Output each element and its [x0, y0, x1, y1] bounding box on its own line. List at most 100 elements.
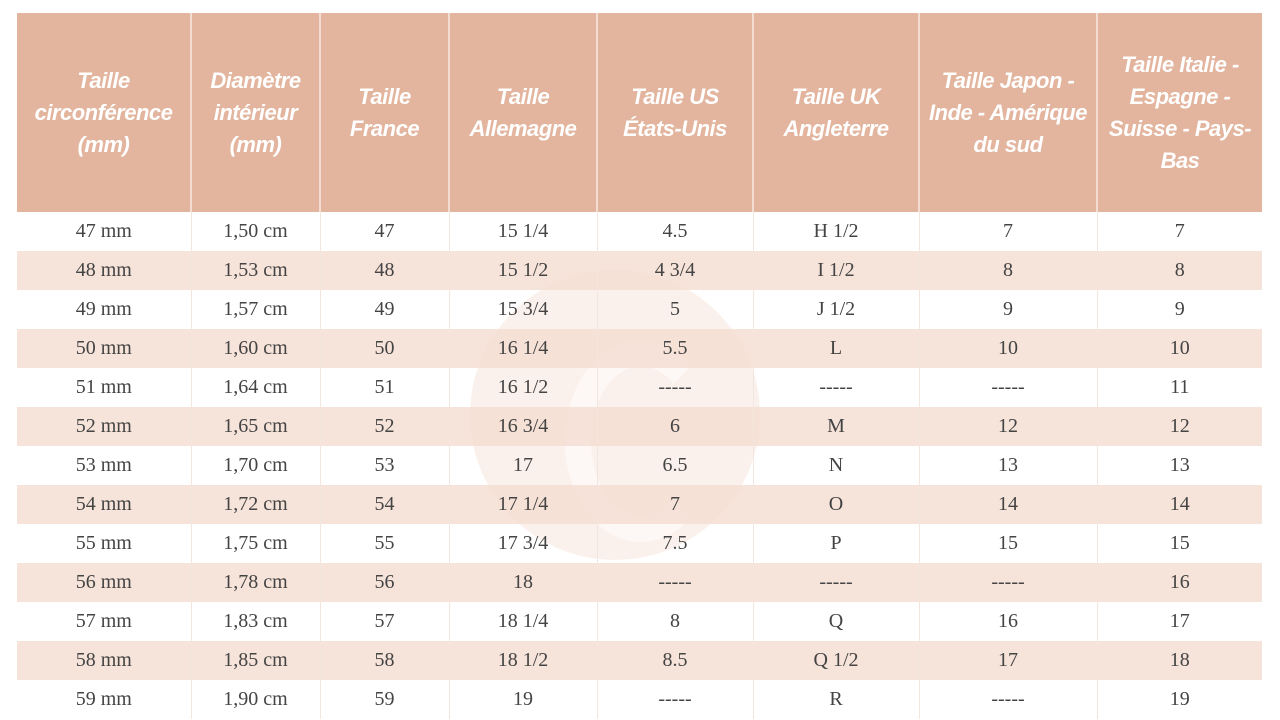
table-cell: 1,75 cm — [191, 524, 321, 563]
table-row: 48 mm 1,53 cm 48 15 1/2 4 3/4 I 1/2 8 8 — [17, 251, 1262, 290]
table-header-row: Taille circonférence (mm) Diamètre intéri… — [17, 13, 1262, 212]
table-cell: Q 1/2 — [753, 641, 920, 680]
table-cell: 48 mm — [17, 251, 192, 290]
table-cell: 53 mm — [17, 446, 192, 485]
table-cell: ----- — [919, 563, 1098, 602]
table-cell: ----- — [919, 680, 1098, 719]
table-cell: 1,60 cm — [191, 329, 321, 368]
table-cell: 8 — [1097, 251, 1262, 290]
table-cell: 52 mm — [17, 407, 192, 446]
table-cell: 7 — [919, 212, 1098, 251]
table-cell: H 1/2 — [753, 212, 920, 251]
table-cell: 52 — [320, 407, 450, 446]
table-cell: 8 — [919, 251, 1098, 290]
table-row: 54 mm 1,72 cm 54 17 1/4 7 O 14 14 — [17, 485, 1262, 524]
table-cell: 1,53 cm — [191, 251, 321, 290]
table-cell: 19 — [1169, 688, 1190, 710]
table-cell: 51 — [320, 368, 450, 407]
table-cell: 50 mm — [17, 329, 192, 368]
table-cell: 7 — [1174, 220, 1185, 242]
table-cell: 47 mm — [17, 212, 192, 251]
table-cell: 7 — [597, 485, 754, 524]
table-cell: 51 mm — [17, 368, 192, 407]
table-cell: 56 — [320, 563, 450, 602]
table-cell: 59 — [320, 680, 450, 719]
table-cell: 1,65 cm — [191, 407, 321, 446]
table-cell: 6 — [597, 407, 754, 446]
table-row: 51 mm 1,64 cm 51 16 1/2 ----- ----- ----- 11 — [17, 368, 1262, 407]
table-cell: 8.5 — [597, 641, 754, 680]
table-cell: ----- — [753, 563, 920, 602]
table-cell: 15 1/2 — [449, 251, 598, 290]
table-cell: 5.5 — [597, 329, 754, 368]
table-cell: ----- — [753, 368, 920, 407]
table-cell: Q — [753, 602, 920, 641]
table-cell: O — [753, 485, 920, 524]
table-cell: 19 — [449, 680, 598, 719]
table-cell: 48 — [320, 251, 450, 290]
table-cell: 10 — [1097, 329, 1262, 368]
table-cell: 1,85 cm — [191, 641, 321, 680]
column-header: Taille UK Angleterre — [753, 13, 920, 212]
table-row: 52 mm 1,65 cm 52 16 3/4 6 M 12 12 — [17, 407, 1262, 446]
table-cell: P — [753, 524, 920, 563]
table-cell: 49 — [320, 290, 450, 329]
table-cell: 16 1/4 — [449, 329, 598, 368]
table-cell: ----- — [597, 680, 754, 719]
table-row: 50 mm 1,60 cm 50 16 1/4 5.5 L 10 10 — [17, 329, 1262, 368]
table-cell: 55 mm — [17, 524, 192, 563]
table-cell: 17 — [1169, 610, 1190, 632]
table-cell: 17 — [919, 641, 1098, 680]
table-cell: 10 — [919, 329, 1098, 368]
table-cell: 18 1/2 — [449, 641, 598, 680]
table-row: 58 mm 1,85 cm 58 18 1/2 8.5 Q 1/2 17 18 — [17, 641, 1262, 680]
table-cell: 1,57 cm — [191, 290, 321, 329]
table-cell: 16 1/2 — [449, 368, 598, 407]
table-cell: 58 mm — [17, 641, 192, 680]
table-cell: 15 — [919, 524, 1098, 563]
table-cell: 11 — [1170, 376, 1190, 398]
table-row: 57 mm 1,83 cm 57 18 1/4 8 Q 16 17 — [17, 602, 1262, 641]
table-cell: L — [753, 329, 920, 368]
table-cell: 18 1/4 — [449, 602, 598, 641]
table-cell: 1,72 cm — [191, 485, 321, 524]
table-cell: 47 — [320, 212, 450, 251]
table-cell: M — [753, 407, 920, 446]
table-cell: J 1/2 — [753, 290, 920, 329]
table-cell: ----- — [597, 563, 754, 602]
table-cell: 15 3/4 — [449, 290, 598, 329]
table-cell: N — [753, 446, 920, 485]
table-cell: 1,64 cm — [191, 368, 321, 407]
table-cell: 1,78 cm — [191, 563, 321, 602]
table-cell: 58 — [320, 641, 450, 680]
table-cell: 18 — [1097, 641, 1262, 680]
table-cell: ----- — [919, 368, 1098, 407]
table-cell: 12 — [919, 407, 1098, 446]
table-cell: 15 1/4 — [449, 212, 598, 251]
table-cell: 57 mm — [17, 602, 192, 641]
table-cell: 16 — [1097, 563, 1262, 602]
table-cell: 54 mm — [17, 485, 192, 524]
table-cell: 57 — [320, 602, 450, 641]
table-cell: R — [753, 680, 920, 719]
table-row: 56 mm 1,78 cm 56 18 ----- ----- ----- 16 — [17, 563, 1262, 602]
table-cell: 8 — [597, 602, 754, 641]
table-cell: 53 — [320, 446, 450, 485]
table-cell: 6.5 — [597, 446, 754, 485]
table-cell: 50 — [320, 329, 450, 368]
table-cell: 17 — [449, 446, 598, 485]
table-cell: 15 — [1169, 532, 1190, 554]
table-cell: 5 — [597, 290, 754, 329]
table-row: 55 mm 1,75 cm 55 17 3/4 7.5 P 15 15 — [17, 524, 1262, 563]
table-cell: 18 — [449, 563, 598, 602]
table-row: 53 mm 1,70 cm 53 17 6.5 N 13 13 — [17, 446, 1262, 485]
table-cell: 56 mm — [17, 563, 192, 602]
table-cell: 17 1/4 — [449, 485, 598, 524]
column-header: Taille US États-Unis — [597, 13, 754, 212]
ring-size-table: Taille circonférence (mm) Diamètre intéri… — [17, 13, 1262, 719]
table-cell: 4.5 — [597, 212, 754, 251]
column-header: Taille Japon - Inde - Amérique du sud — [919, 13, 1098, 212]
table-cell: 16 3/4 — [449, 407, 598, 446]
table-cell: 14 — [919, 485, 1098, 524]
table-cell: I 1/2 — [753, 251, 920, 290]
